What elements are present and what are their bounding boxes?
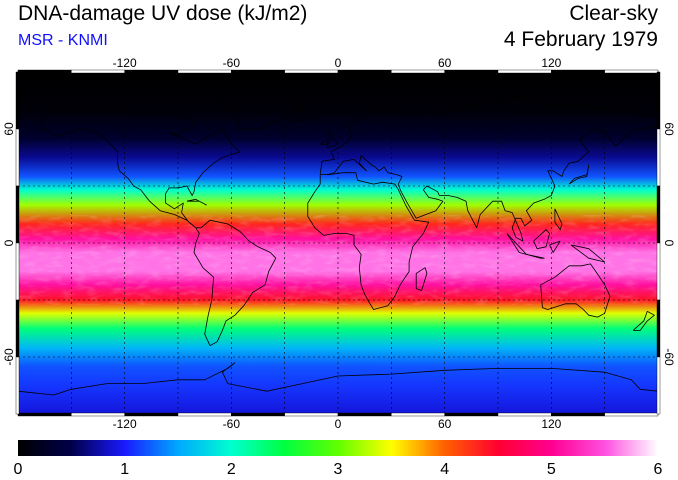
coastline [307, 172, 430, 310]
frame-bar-bottom [17, 412, 72, 417]
frame-bar-top [124, 69, 179, 74]
sky-condition-label: Clear-sky [569, 2, 658, 25]
frame-bar-top [231, 69, 285, 74]
latitude-tick-label: 0 [662, 240, 676, 247]
colorbar-tick-label: 0 [14, 461, 23, 478]
longitude-tick-label: 120 [541, 417, 561, 431]
dose-texture [18, 215, 658, 305]
frame-bar-left [15, 71, 20, 130]
longitude-tick-label: 0 [335, 56, 342, 70]
colorbar-tick-label: 5 [547, 461, 556, 478]
coastline [632, 311, 655, 331]
date-label: 4 February 1979 [503, 28, 658, 51]
frame-bar-bottom [337, 412, 392, 417]
coastline [326, 132, 339, 149]
frame-bar-top [604, 69, 659, 74]
longitude-tick-label: -60 [223, 417, 241, 431]
latitude-tick-label: -60 [662, 348, 676, 366]
source-label: MSR - KNMI [18, 32, 108, 49]
colorbar-tick-label: 6 [654, 461, 663, 478]
coastline [540, 263, 611, 318]
frame-bar-left [15, 128, 20, 187]
longitude-labels-bottom: -120 -60 0 60 120 [113, 417, 562, 431]
frame-bar-top [551, 69, 605, 74]
coastline [533, 229, 550, 250]
colorbar-tick-label: 3 [334, 461, 343, 478]
frame-bar-bottom [551, 412, 605, 417]
coastline [293, 117, 314, 122]
frame-bar-top [337, 69, 392, 74]
frame-bar-bottom [284, 412, 339, 417]
frame-bar-right [656, 128, 661, 187]
coastline [415, 267, 428, 291]
frame-bar-top [177, 69, 232, 74]
frame-bar-left [15, 242, 20, 301]
colorbar [18, 440, 658, 456]
frame-bar-left [15, 356, 20, 415]
frame-bar-right [656, 185, 661, 244]
frame-bar-top [444, 69, 499, 74]
frame-bar-top [497, 69, 552, 74]
longitude-tick-label: 60 [438, 56, 452, 70]
latitude-tick-label: -60 [2, 348, 16, 366]
frame-bar-bottom [604, 412, 659, 417]
coastline [319, 138, 328, 145]
frame-bar-bottom [71, 412, 125, 417]
latitude-tick-label: 60 [662, 122, 676, 136]
frame-ticks [15, 69, 661, 417]
longitude-tick-label: -60 [223, 56, 241, 70]
longitude-tick-label: -120 [113, 417, 137, 431]
colorbar-tick-label: 2 [227, 461, 236, 478]
frame-bar-bottom [124, 412, 179, 417]
longitude-labels-top: -120 -60 0 60 120 [113, 56, 562, 70]
coastline [554, 208, 563, 231]
frame-bar-top [71, 69, 125, 74]
coastline-layer [18, 84, 658, 396]
longitude-tick-label: 120 [541, 56, 561, 70]
colorbar-labels: 0 1 2 3 4 5 6 [14, 461, 663, 478]
frame-bar-top [284, 69, 339, 74]
coastline [526, 254, 545, 259]
frame-bar-right [656, 356, 661, 415]
coastline [186, 198, 207, 206]
frame-bar-top [391, 69, 445, 74]
frame-bar-bottom [231, 412, 285, 417]
frame-bar-bottom [391, 412, 445, 417]
longitude-tick-label: -120 [113, 56, 137, 70]
latitude-labels-right: 60 0 -60 [662, 122, 676, 366]
coastline [319, 96, 658, 175]
coastline [213, 84, 303, 130]
frame-bar-right [656, 242, 661, 301]
longitude-tick-label: 60 [438, 417, 452, 431]
frame-bar-right [656, 299, 661, 358]
map-title: DNA-damage UV dose (kJ/m2) [18, 2, 308, 25]
frame-bar-top [17, 69, 72, 74]
frame-bar-left [15, 299, 20, 358]
colorbar-tick-label: 1 [120, 461, 129, 478]
frame-bar-bottom [497, 412, 552, 417]
latitude-tick-label: 60 [2, 122, 16, 136]
graticule [18, 72, 658, 414]
frame-bar-right [656, 71, 661, 130]
colorbar-tick-label: 4 [440, 461, 449, 478]
coastline [568, 164, 590, 185]
frame-bar-left [15, 185, 20, 244]
frame-bar-bottom [444, 412, 499, 417]
coastline [327, 124, 658, 242]
frame-bar-bottom [177, 412, 232, 417]
latitude-tick-label: 0 [2, 239, 16, 246]
longitude-tick-label: 0 [335, 417, 342, 431]
latitude-labels-left: 60 0 -60 [2, 122, 16, 366]
coastline [38, 109, 277, 346]
